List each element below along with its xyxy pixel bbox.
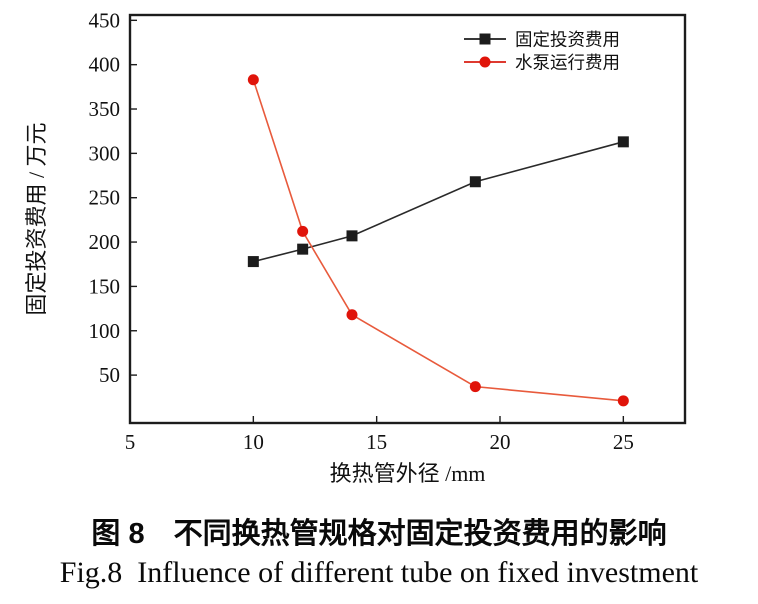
y-tick-label: 300 [89,141,121,165]
x-tick-label: 5 [125,430,136,454]
y-tick-label: 200 [89,230,121,254]
legend-pump-operation-marker [479,56,491,68]
x-tick-label: 20 [490,430,511,454]
fixed-investment-point [346,230,358,242]
pump-operation-point [617,395,629,407]
pump-operation-line [252,79,624,402]
pump-operation-point [247,74,259,86]
fixed-investment-line [253,141,624,263]
axis-frame [128,13,687,425]
pump-operation-point [469,381,481,393]
fixed-investment-point [469,176,481,188]
pump-operation-point [297,225,309,237]
x-tick-label: 15 [366,430,387,454]
y-tick-label: 450 [89,8,121,32]
y-axis-title: 固定投资费用 / 万元 [24,122,49,315]
fixed-investment-point [297,243,309,255]
pump-operation-point [346,309,358,321]
caption-chinese: 图 8 不同换热管规格对固定投资费用的影响 [91,518,667,550]
legend-pump-operation-label: 水泵运行费用 [515,53,620,73]
y-tick-label: 250 [89,186,121,210]
caption-english: Fig.8 Influence of different tube on fix… [59,556,699,589]
y-tick-label: 400 [89,53,121,77]
x-tick-label: 25 [613,430,634,454]
x-tick-label: 10 [243,430,264,454]
fixed-investment-point [617,136,629,148]
legend-fixed-investment-label: 固定投资费用 [515,30,620,50]
x-axis-title: 换热管外径 /mm [330,461,486,486]
y-tick-label: 150 [89,274,121,298]
y-tick-label: 100 [89,319,121,343]
y-tick-label: 350 [89,97,121,121]
y-tick-label: 50 [99,363,120,387]
chart-canvas: 5 10 15 20 25 50 100 150 200 250 300 350 400 450 换热管外径… [24,8,687,486]
legend-fixed-investment-marker [479,33,491,45]
fixed-investment-point [247,256,259,268]
